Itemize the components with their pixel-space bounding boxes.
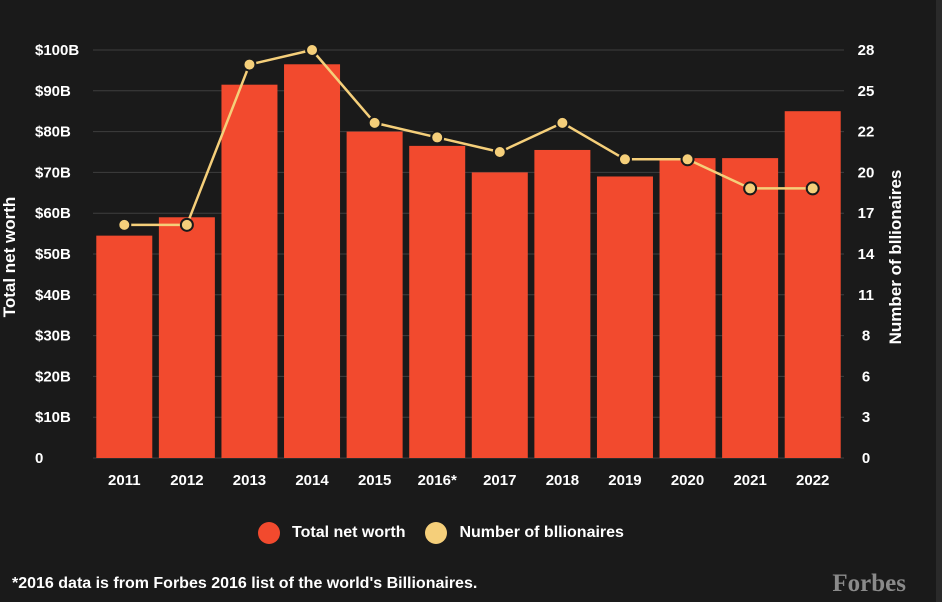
right-tick-label: 3: [862, 409, 870, 426]
line-point: [305, 43, 320, 57]
bar: [409, 145, 466, 458]
x-tick-label: 2019: [608, 472, 641, 489]
legend-swatch-total-net-worth: [258, 522, 280, 544]
left-tick-label: 0: [35, 450, 43, 467]
right-tick-label: 0: [862, 450, 870, 467]
bars: [96, 64, 841, 459]
legend-label-total-net-worth: Total net worth: [292, 524, 406, 541]
left-tick-label: $80B: [35, 124, 71, 141]
x-tick-label: 2011: [108, 472, 141, 489]
line-path: [124, 48, 813, 227]
right-tick-label: 20: [858, 164, 875, 181]
right-tick-label: 6: [862, 368, 870, 385]
left-axis-ticks: 0 $10B $20B $30B $40B $50B $60B $70B $80B $90B $10…: [35, 42, 79, 467]
bar: [722, 158, 779, 458]
legend-item-total-net-worth: Total net worth: [258, 522, 405, 544]
x-tick-label: 2014: [295, 472, 329, 489]
right-axis-ticks: 0 3 6 8 11 14 17 20 22 25 28: [858, 42, 875, 467]
line-point: [242, 57, 257, 72]
footnote: *2016 data is from Forbes 2016 list of t…: [12, 575, 478, 592]
line-point: [430, 130, 445, 145]
x-tick-label: 2016*: [418, 472, 457, 489]
legend-item-number-of-billionaires: Number of bllionaires: [425, 522, 624, 544]
line-point: [117, 217, 132, 232]
line-point: [805, 181, 820, 196]
left-tick-label: $40B: [35, 287, 71, 304]
bar: [659, 158, 716, 458]
x-tick-label: 2017: [483, 472, 516, 489]
x-tick-label: 2013: [233, 472, 266, 489]
bar: [784, 111, 841, 458]
line-point: [367, 115, 382, 130]
line-point: [179, 217, 194, 232]
right-tick-label: 17: [858, 205, 875, 222]
bar: [596, 176, 653, 459]
bar: [158, 217, 215, 458]
bar: [284, 64, 341, 458]
x-tick-label: 2018: [546, 472, 579, 489]
x-tick-label: 2015: [358, 472, 391, 489]
bar: [96, 235, 153, 458]
bar: [221, 84, 278, 459]
right-tick-label: 25: [858, 83, 875, 100]
right-tick-label: 14: [858, 246, 875, 263]
left-tick-label: $100B: [35, 42, 79, 59]
left-tick-label: $50B: [35, 246, 71, 263]
left-tick-label: $60B: [35, 205, 71, 222]
x-axis-ticks: 2011 2012 2013 2014 2015 2016* 2017 2018 2019 202…: [108, 472, 829, 489]
left-tick-label: $10B: [35, 409, 71, 426]
bar: [346, 131, 403, 458]
line-series: [117, 43, 820, 232]
legend-label-number-of-billionaires: Number of bllionaires: [459, 524, 624, 541]
x-tick-label: 2021: [733, 472, 766, 489]
legend: Total net worth Number of bllionaires: [258, 521, 624, 545]
combo-chart: 0 $10B $20B $30B $40B $50B $60B $70B $80B $90B $10…: [0, 42, 905, 489]
line-point: [492, 145, 507, 159]
left-tick-label: $70B: [35, 164, 71, 181]
left-tick-label: $90B: [35, 83, 71, 100]
left-axis-title: Total net worth: [0, 197, 19, 318]
right-tick-label: 8: [862, 328, 870, 345]
x-tick-label: 2020: [671, 472, 704, 489]
forbes-logo: Forbes: [832, 570, 906, 597]
line-point: [680, 152, 695, 167]
bar: [471, 172, 528, 458]
right-tick-label: 22: [858, 124, 875, 141]
right-tick-label: 11: [858, 287, 874, 304]
x-tick-label: 2012: [170, 472, 203, 489]
grid-lines: [93, 49, 844, 459]
right-axis-title: Number of bllionaires: [886, 170, 905, 345]
line-point: [743, 181, 758, 196]
left-tick-label: $30B: [35, 328, 71, 345]
right-tick-label: 28: [858, 42, 875, 59]
line-point: [555, 115, 570, 130]
legend-swatch-number-of-billionaires: [425, 522, 448, 544]
x-tick-label: 2022: [796, 472, 829, 489]
line-point: [617, 152, 632, 167]
left-tick-label: $20B: [35, 368, 71, 385]
edge-strip: [936, 0, 942, 602]
bar: [534, 149, 591, 458]
